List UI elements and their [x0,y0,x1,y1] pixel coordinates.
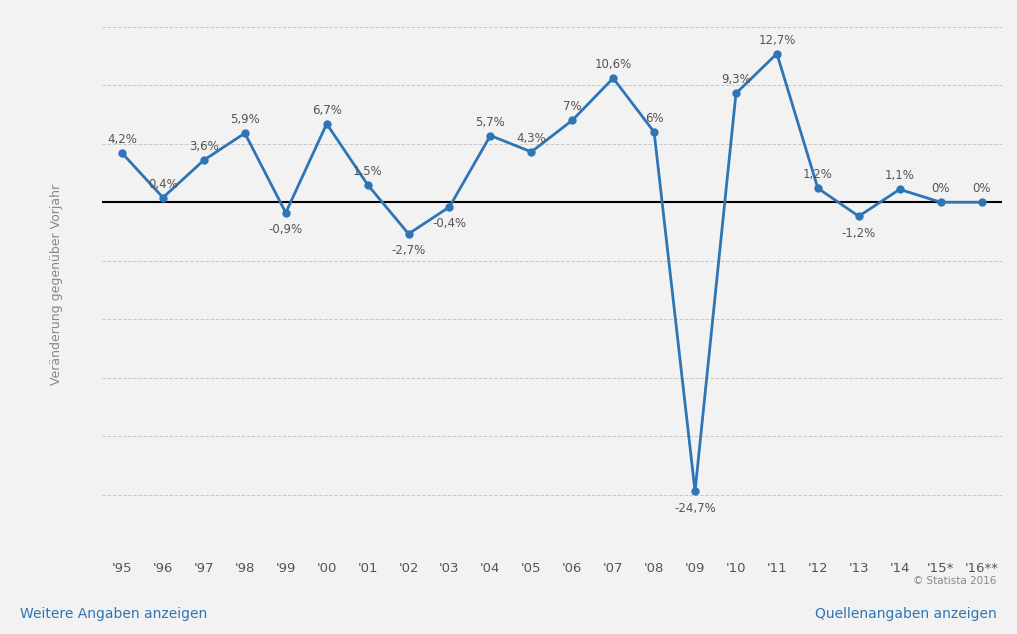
Text: 3,6%: 3,6% [189,140,219,153]
Text: Quellenangaben anzeigen: Quellenangaben anzeigen [815,607,997,621]
Point [646,127,662,137]
Point [769,49,785,59]
Text: -0,4%: -0,4% [432,217,467,230]
Text: -1,2%: -1,2% [842,227,876,240]
Text: 5,9%: 5,9% [230,113,259,126]
Point [810,183,826,193]
Text: -0,9%: -0,9% [268,223,303,236]
Point [523,147,539,157]
Text: Weitere Angaben anzeigen: Weitere Angaben anzeigen [20,607,207,621]
Point [973,197,990,207]
Point [401,229,417,239]
Point [850,211,866,221]
Text: 9,3%: 9,3% [721,74,751,86]
Point [155,193,171,203]
Text: 6,7%: 6,7% [312,104,342,117]
Point [892,184,908,195]
Text: 6%: 6% [645,112,663,125]
Text: 4,2%: 4,2% [107,133,137,146]
Text: 0,4%: 0,4% [148,178,178,191]
Text: 7%: 7% [563,100,582,113]
Text: 1,2%: 1,2% [802,168,833,181]
Text: 1,5%: 1,5% [353,165,382,178]
Point [441,202,458,212]
Text: 5,7%: 5,7% [476,115,505,129]
Point [728,88,744,98]
Text: Veränderung gegenüber Vorjahr: Veränderung gegenüber Vorjahr [50,184,63,385]
Point [686,486,703,496]
Text: -24,7%: -24,7% [674,501,716,515]
Text: 1,1%: 1,1% [885,169,914,183]
Point [114,148,130,158]
Point [278,208,294,218]
Text: 0%: 0% [932,182,950,195]
Text: 12,7%: 12,7% [759,34,795,46]
Text: 10,6%: 10,6% [595,58,632,71]
Point [359,179,375,190]
Text: 0%: 0% [972,182,991,195]
Point [482,131,498,141]
Point [237,128,253,138]
Point [605,73,621,83]
Text: -2,7%: -2,7% [392,244,426,257]
Point [318,119,335,129]
Point [564,115,581,126]
Point [933,197,949,207]
Point [195,155,212,165]
Text: 4,3%: 4,3% [517,132,546,145]
Text: © Statista 2016: © Statista 2016 [913,576,997,586]
